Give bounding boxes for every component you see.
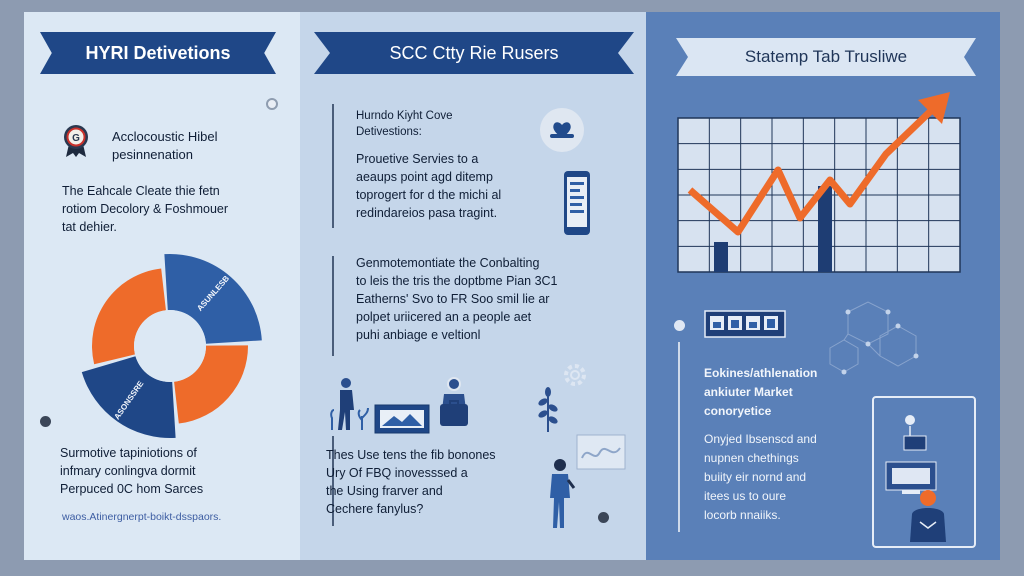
timeline-line — [332, 104, 334, 228]
landscape-picture-icon — [374, 404, 430, 434]
timeline-dot — [266, 98, 278, 110]
donut-segment — [81, 356, 176, 438]
timeline-line — [678, 342, 680, 532]
dashboard-screen-icon — [704, 310, 786, 338]
workstation-illustration — [872, 396, 976, 548]
svg-text:G: G — [72, 133, 80, 144]
footer-note: waos.Atinergnerpt-boikt-dsspaors. — [62, 511, 222, 523]
network-dots-icon — [829, 301, 919, 375]
middle-block-1: Prouetive Servies to a aeaups point agd … — [356, 152, 502, 220]
right-heading: Eokines/athlenation ankiuter Market cono… — [704, 366, 818, 418]
middle-block-3: Thes Use tens the fib bonones Ury Of FBQ… — [326, 448, 496, 516]
award-badge-icon: G — [64, 125, 88, 157]
person-with-plant-icon — [330, 378, 369, 430]
plant-icon — [538, 387, 558, 432]
intro-text: The Eahcale Cleate thie fetn rotiom Deco… — [62, 184, 229, 234]
right-body: Onyjed Ibsenscd and nupnen chethings bui… — [704, 432, 817, 522]
timeline-dot — [674, 320, 685, 331]
right-panel-title: Statemp Tab Trusliwe — [676, 38, 976, 76]
middle-block-2: Genmotemontiate the Conbalting to leis t… — [356, 256, 558, 342]
standing-person-icon — [550, 459, 576, 528]
timeline-dot — [40, 416, 51, 427]
growth-chart-icon — [677, 92, 961, 273]
middle-heading: Hurndo Kiyht Cove Detivestions: — [356, 110, 453, 138]
summary-text: Surmotive tapiniotions of infmary conlin… — [60, 446, 204, 496]
left-panel-title: HYRI Detivetions — [40, 32, 276, 74]
right-panel: Statemp Tab Trusliwe Eokines/ath — [646, 12, 1000, 560]
analytics-card-icon — [576, 434, 626, 470]
middle-panel-title: SCC Ctty Rie Rusers — [314, 32, 634, 74]
donut-segment — [174, 345, 248, 424]
donut-segment — [91, 268, 166, 365]
badge-caption: Acclocoustic Hibel pesinnenation — [112, 129, 218, 162]
timeline-line — [332, 436, 334, 526]
mobile-phone-icon — [564, 171, 590, 235]
briefcase-person-icon — [440, 377, 468, 426]
timeline-line — [332, 256, 334, 356]
middle-panel: SCC Ctty Rie Rusers Hurndo Kiyht Cove De… — [300, 12, 646, 560]
timeline-dot — [598, 512, 609, 523]
heart-hands-icon — [540, 108, 584, 152]
left-panel: HYRI Detivetions G Acclocoustic Hibel pe… — [24, 12, 300, 560]
donut-segment — [164, 254, 262, 344]
gear-icon — [564, 364, 586, 386]
